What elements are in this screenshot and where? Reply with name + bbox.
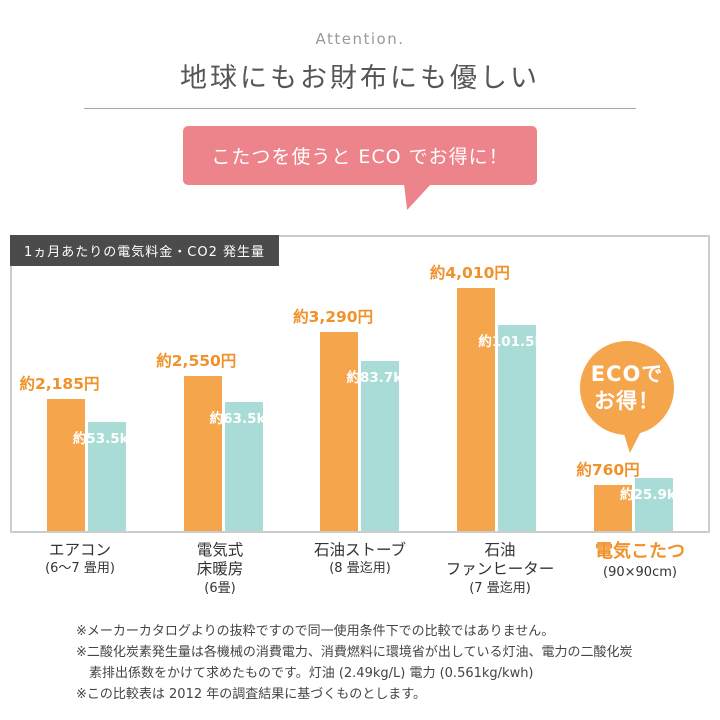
eco-badge: ECOで お得！ (580, 341, 674, 435)
cost-bar: 約2,550円 (156, 352, 236, 531)
eco-badge-line2: お得！ (594, 389, 660, 413)
category-label: エアコン (6〜7 畳用) (10, 541, 150, 597)
cost-value-label: 約4,010円 (429, 264, 510, 282)
cost-bar: 約760円 (576, 461, 640, 531)
co2-bar: 約63.5kg (210, 402, 275, 531)
bar-group: 約760円約25.9kg (565, 461, 702, 531)
category-label: 電気こたつ (90×90cm) (570, 541, 710, 597)
chart-panel: 1ヵ月あたりの電気料金・CO2 発生量 約2,185円 約53.5kg 約2,550… (10, 235, 710, 533)
category-line: 電気式 (196, 541, 244, 559)
cost-bar: 約3,290円 (293, 308, 373, 531)
cost-value-label: 約2,550円 (156, 352, 237, 370)
category-axis: エアコン (6〜7 畳用) 電気式 床暖房 (6畳) 石油ストーブ (8 畳迄用) 石油 ファン… (10, 541, 710, 597)
category-line: 電気こたつ (595, 541, 685, 562)
co2-bar: 約25.9kg (620, 478, 685, 531)
footnote: ※この比較表は 2012 年の調査結果に基づくものとします。 (76, 687, 426, 703)
category-label: 石油 ファンヒーター (7 畳迄用) (430, 541, 570, 597)
co2-bar: 約53.5kg (73, 422, 138, 531)
cost-value-label: 約2,185円 (19, 375, 100, 393)
co2-bar: 約101.5kg (478, 325, 553, 531)
co2-bar: 約83.7kg (346, 361, 412, 531)
category-line: エアコン (48, 541, 111, 559)
speech-bubble: こたつを使うと ECO でお得に！ (183, 126, 537, 210)
cost-value-label: 約760円 (576, 461, 640, 479)
footnotes: ※メーカーカタログよりの抜粋ですので同一使用条件下での比較ではありません。 ※二… (76, 621, 644, 705)
co2-value-label: 約101.5kg (478, 334, 554, 350)
category-label: 石油ストーブ (8 畳迄用) (290, 541, 430, 597)
bar-group: 約3,290円約83.7kg (292, 308, 429, 531)
speech-bubble-text: こたつを使うと ECO でお得に！ (183, 126, 537, 185)
chart-legend-tab: 1ヵ月あたりの電気料金・CO2 発生量 (10, 235, 279, 266)
category-line: (7 畳迄用) (469, 580, 531, 596)
cost-value-label: 約3,290円 (293, 308, 374, 326)
category-line: ファンヒーター (445, 560, 555, 579)
co2-value-label: 約83.7kg (346, 370, 412, 386)
category-line: (6畳) (204, 580, 236, 596)
eco-badge-line1: ECOで (590, 361, 664, 386)
co2-value-label: 約53.5kg (72, 431, 139, 447)
bar-group: 約2,185円約53.5kg (18, 375, 155, 531)
category-label: 電気式 床暖房 (6畳) (150, 541, 290, 597)
category-line: 床暖房 (196, 560, 244, 579)
co2-value-label: 約25.9kg (620, 487, 686, 503)
bar-chart: 約2,185円 約53.5kg 約2,550円 約63.5kg 約3,290円 約83.7… (12, 264, 708, 531)
category-line: (90×90cm) (603, 564, 677, 580)
page-title: 地球にもお財布にも優しい (180, 63, 540, 94)
category-line: (8 畳迄用) (329, 561, 391, 577)
category-line: (6〜7 畳用) (45, 561, 115, 577)
bar-group: 約2,550円約63.5kg (155, 352, 292, 531)
category-line: 石油 (484, 541, 516, 559)
co2-value-label: 約63.5kg (209, 411, 276, 427)
category-line: 石油ストーブ (313, 541, 407, 559)
cost-bar: 約2,185円 (19, 375, 100, 531)
bar-group: 約4,010円約101.5kg (428, 264, 565, 531)
speech-bubble-tail-icon (400, 183, 433, 210)
footnote: ※二酸化炭素発生量は各機械の消費電力、消費燃料に環境省が出している灯油、電力の二… (76, 645, 633, 682)
title-divider (84, 108, 636, 109)
attention-label: Attention. (315, 30, 405, 48)
footnote: ※メーカーカタログよりの抜粋ですので同一使用条件下での比較ではありません。 (76, 624, 555, 639)
cost-bar: 約4,010円 (430, 264, 510, 531)
